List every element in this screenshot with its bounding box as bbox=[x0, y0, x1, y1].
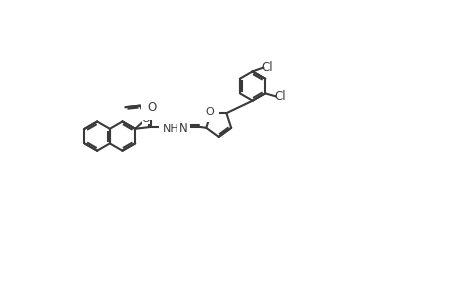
Text: O: O bbox=[141, 114, 150, 124]
Text: O: O bbox=[147, 101, 156, 114]
Text: NH: NH bbox=[162, 124, 179, 134]
Text: N: N bbox=[179, 122, 187, 134]
Text: O: O bbox=[206, 107, 214, 117]
Text: Cl: Cl bbox=[261, 61, 273, 74]
Text: Cl: Cl bbox=[274, 90, 285, 103]
